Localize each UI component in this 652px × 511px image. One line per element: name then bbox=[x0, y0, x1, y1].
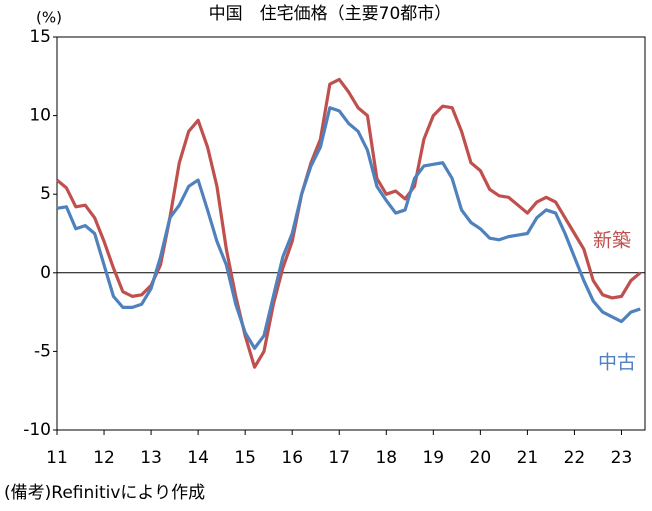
y-tick-label: 5 bbox=[40, 184, 51, 204]
x-tick-label: 22 bbox=[564, 448, 586, 468]
x-tick-label: 20 bbox=[470, 448, 492, 468]
x-tick-label: 21 bbox=[517, 448, 539, 468]
x-tick-label: 11 bbox=[46, 448, 68, 468]
y-tick-label: 15 bbox=[29, 27, 51, 47]
series-label: 新築 bbox=[593, 230, 631, 252]
x-tick-label: 18 bbox=[375, 448, 397, 468]
y-tick-label: 0 bbox=[40, 263, 51, 283]
x-tick-label: 15 bbox=[234, 448, 256, 468]
x-tick-label: 13 bbox=[140, 448, 162, 468]
x-tick-label: 16 bbox=[281, 448, 303, 468]
note: (備考)Refinitivにより作成 bbox=[4, 483, 205, 503]
series-label: 中古 bbox=[598, 352, 636, 374]
plot-frame bbox=[56, 36, 646, 431]
x-tick-label: 23 bbox=[611, 448, 633, 468]
chart-title: 中国 住宅価格（主要70都市） bbox=[209, 4, 452, 24]
x-tick-label: 17 bbox=[328, 448, 350, 468]
y-unit: (%) bbox=[36, 9, 62, 27]
y-tick-label: -10 bbox=[23, 420, 51, 440]
y-tick-label: -5 bbox=[34, 341, 51, 361]
x-tick-label: 19 bbox=[422, 448, 444, 468]
x-tick-label: 14 bbox=[187, 448, 209, 468]
x-tick-label: 12 bbox=[93, 448, 115, 468]
y-tick-label: 10 bbox=[29, 106, 51, 126]
series-line bbox=[56, 106, 641, 350]
